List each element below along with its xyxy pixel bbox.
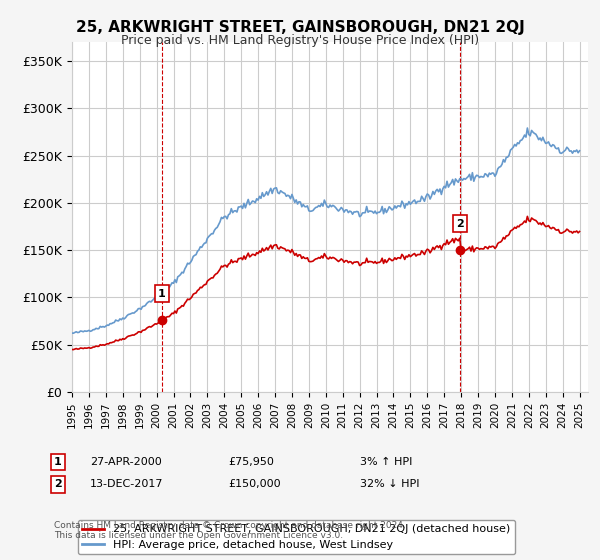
Text: 2: 2 [54, 479, 62, 489]
Text: 13-DEC-2017: 13-DEC-2017 [90, 479, 163, 489]
Text: £75,950: £75,950 [228, 457, 274, 467]
Text: 27-APR-2000: 27-APR-2000 [90, 457, 162, 467]
Legend: 25, ARKWRIGHT STREET, GAINSBOROUGH, DN21 2QJ (detached house), HPI: Average pric: 25, ARKWRIGHT STREET, GAINSBOROUGH, DN21… [77, 520, 515, 554]
Text: 1: 1 [158, 288, 166, 298]
Text: 2: 2 [457, 218, 464, 228]
Text: 25, ARKWRIGHT STREET, GAINSBOROUGH, DN21 2QJ: 25, ARKWRIGHT STREET, GAINSBOROUGH, DN21… [76, 20, 524, 35]
Text: 3% ↑ HPI: 3% ↑ HPI [360, 457, 412, 467]
Text: 32% ↓ HPI: 32% ↓ HPI [360, 479, 419, 489]
Text: £150,000: £150,000 [228, 479, 281, 489]
Text: Contains HM Land Registry data © Crown copyright and database right 2024.
This d: Contains HM Land Registry data © Crown c… [54, 521, 406, 540]
Text: Price paid vs. HM Land Registry's House Price Index (HPI): Price paid vs. HM Land Registry's House … [121, 34, 479, 46]
Text: 1: 1 [54, 457, 62, 467]
